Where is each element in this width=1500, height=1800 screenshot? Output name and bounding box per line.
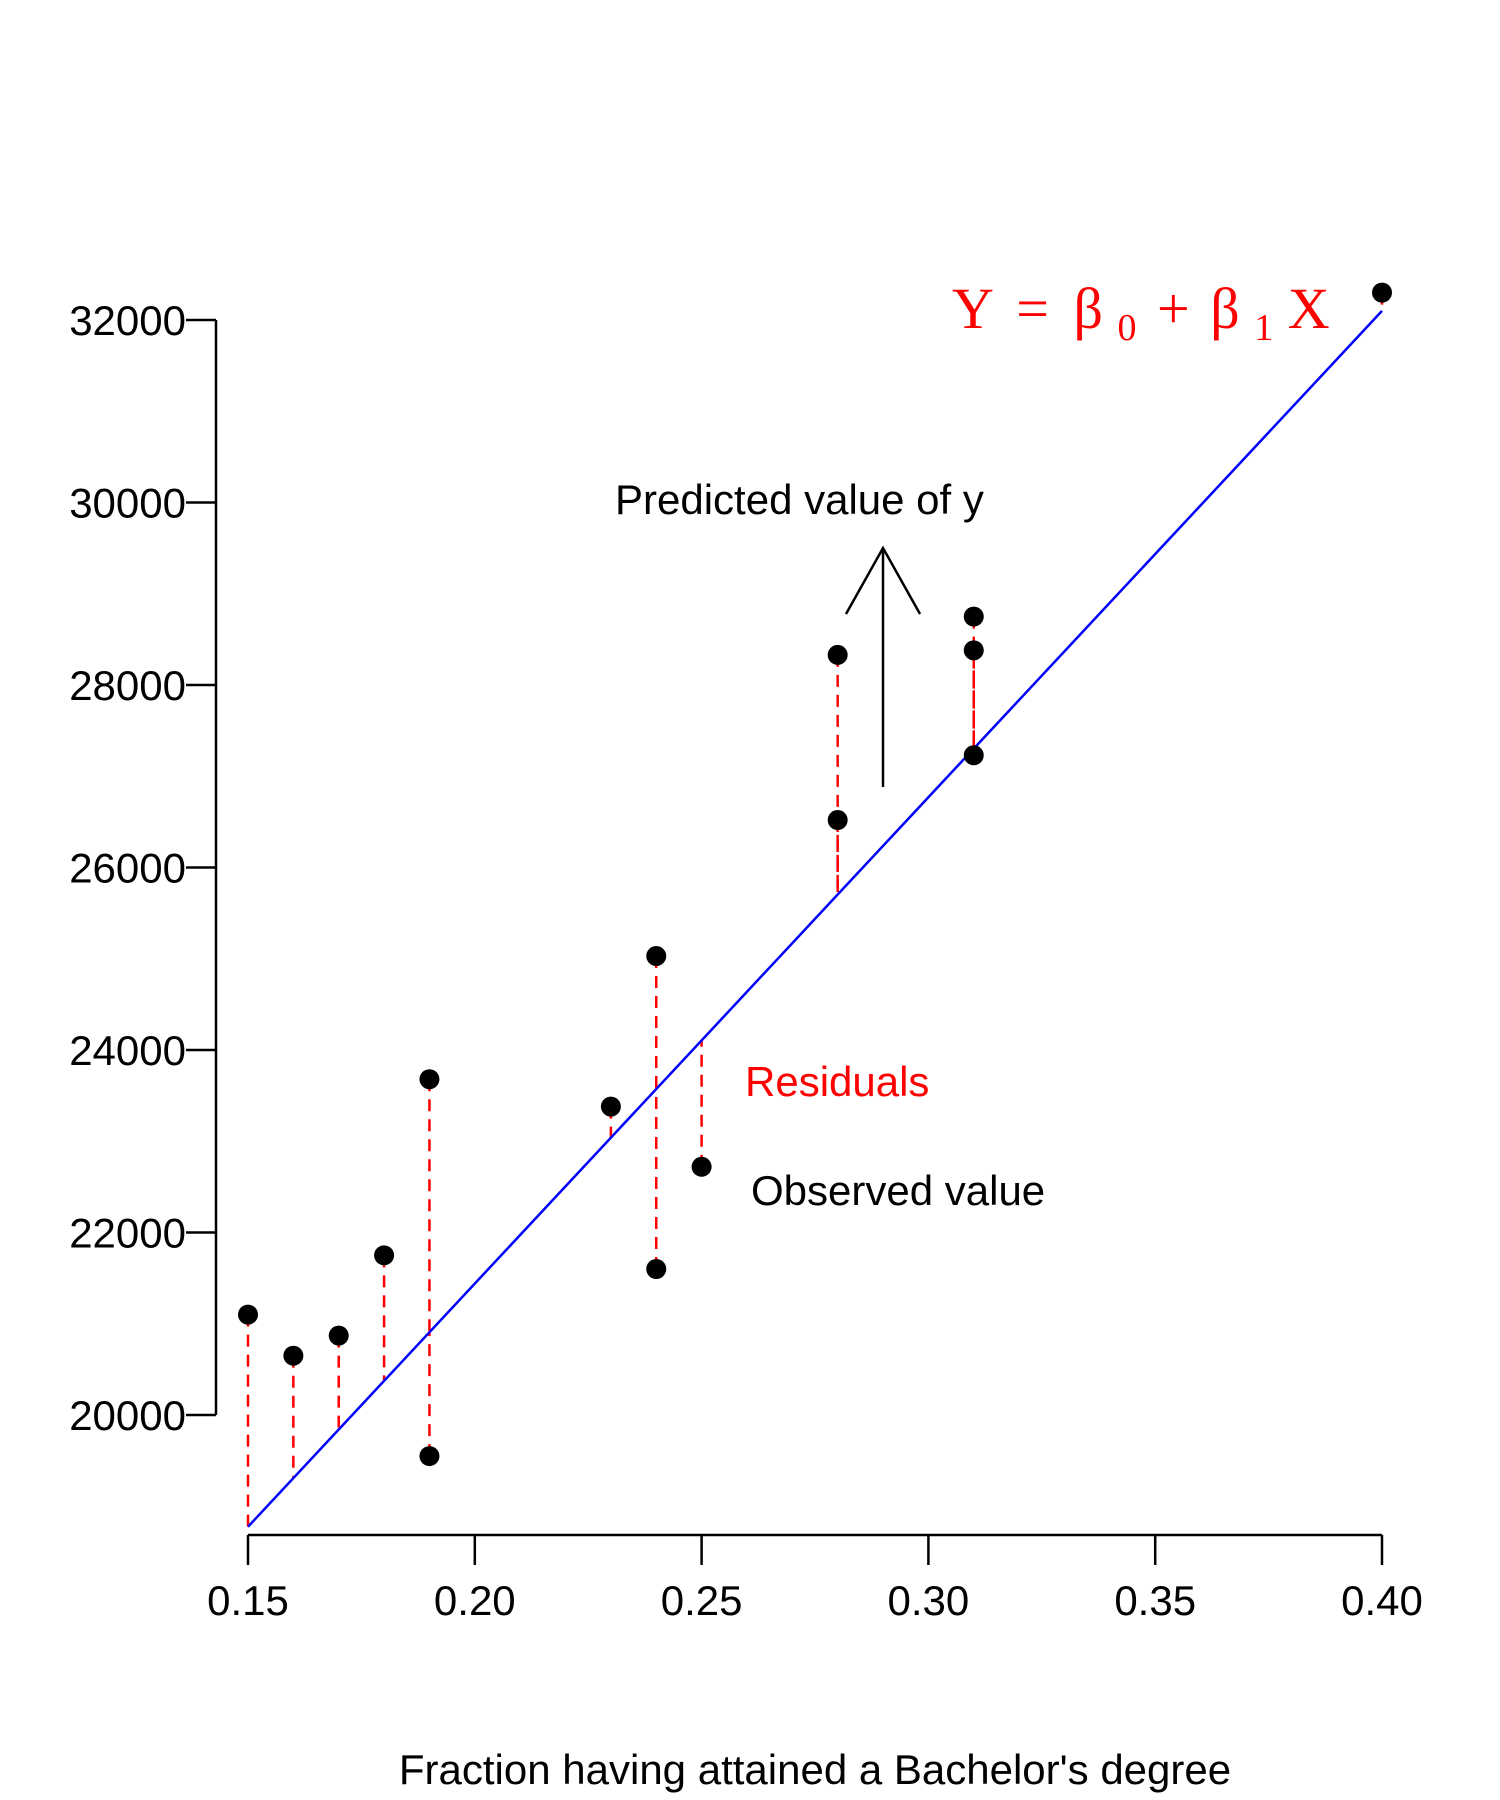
data-point (646, 1259, 667, 1279)
equation-plus: + (1157, 276, 1190, 341)
data-point (963, 745, 984, 766)
data-point (374, 1245, 395, 1266)
data-point (646, 946, 667, 967)
equation-beta0: β (1073, 276, 1103, 341)
predicted-arrow (844, 545, 922, 787)
data-point (419, 1446, 440, 1467)
x-axis-title: Fraction having attained a Bachelor's de… (399, 1746, 1231, 1793)
x-tick-label: 0.20 (434, 1577, 516, 1624)
equation-sub0: 0 (1117, 307, 1136, 349)
equation-sub1: 1 (1254, 307, 1273, 349)
data-point (328, 1325, 349, 1346)
data-points (238, 282, 1392, 1467)
equation-Y: Y (952, 276, 993, 341)
data-point (963, 606, 984, 627)
x-tick-label: 0.15 (207, 1577, 289, 1624)
data-point (600, 1096, 621, 1117)
x-tick-label: 0.40 (1341, 1577, 1423, 1624)
residual-lines (246, 292, 1384, 1527)
data-point (691, 1156, 712, 1177)
equation-beta1: β (1210, 276, 1240, 341)
observed-value-label: Observed value (751, 1167, 1045, 1214)
y-tick-label: 24000 (69, 1027, 186, 1074)
y-tick-label: 22000 (69, 1210, 186, 1257)
equation-label: Y = β 0 + β 1 X (952, 276, 1330, 353)
data-point (238, 1304, 258, 1325)
data-point (1372, 282, 1392, 303)
x-tick-label: 0.30 (888, 1577, 970, 1624)
y-tick-label: 30000 (69, 480, 186, 527)
data-point (963, 640, 984, 661)
data-point (419, 1069, 440, 1090)
data-point (283, 1345, 304, 1366)
equation-equals: = (1016, 276, 1049, 341)
axes: 20000 22000 24000 26000 28000 30000 32000 0.15 0… (69, 297, 1423, 1624)
y-tick-label: 20000 (69, 1392, 186, 1439)
data-point (827, 644, 848, 665)
regression-line (247, 310, 1383, 1528)
equation-X: X (1288, 276, 1330, 341)
predicted-arrow-head (844, 545, 922, 615)
x-tick-label: 0.25 (661, 1577, 743, 1624)
y-tick-label: 26000 (69, 845, 186, 892)
predicted-value-label: Predicted value of y (615, 476, 984, 523)
residuals-label: Residuals (745, 1058, 929, 1105)
data-point (827, 810, 848, 831)
y-tick-label: 28000 (69, 662, 186, 709)
x-tick-label: 0.35 (1114, 1577, 1196, 1624)
y-tick-label: 32000 (69, 297, 186, 344)
